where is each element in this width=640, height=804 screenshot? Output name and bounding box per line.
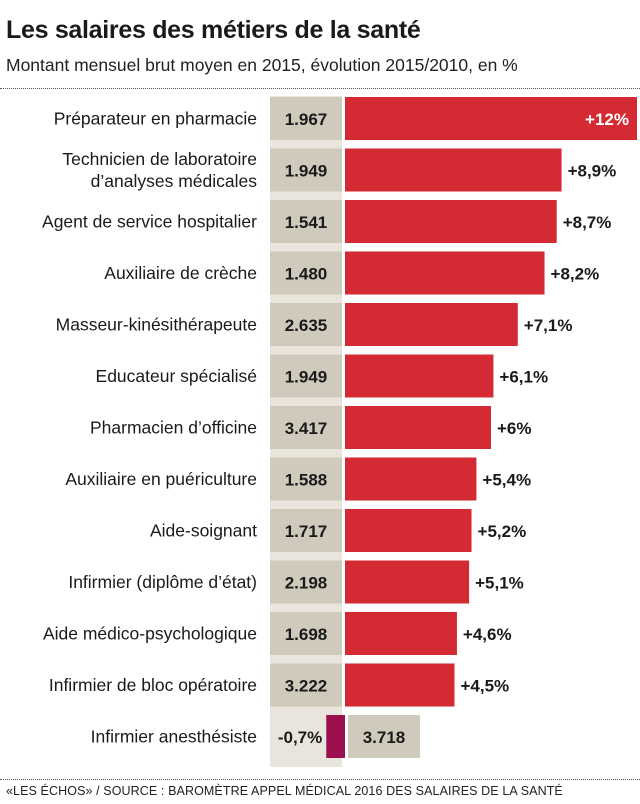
value-label: +4,6% [463, 625, 512, 644]
evolution-bar [345, 97, 637, 140]
category-label: Technicien de laboratoire d’analyses médi… [62, 149, 257, 191]
evolution-bar [345, 200, 557, 243]
salary-box [270, 354, 342, 398]
value-label: +7,1% [524, 316, 573, 335]
value-label: +12% [585, 110, 629, 129]
source-note: «LES ÉCHOS» / SOURCE : BAROMÈTRE APPEL M… [6, 784, 563, 798]
value-label: -0,7% [278, 728, 322, 747]
salary-label: 1.967 [285, 110, 328, 129]
chart-title: Les salaires des métiers de la santé [6, 16, 421, 44]
evolution-bar [345, 560, 470, 604]
salary-label: 2.198 [285, 574, 328, 593]
footer-divider [0, 779, 640, 780]
category-label: Educateur spécialisé [96, 366, 257, 386]
value-label: +5,1% [475, 574, 524, 593]
evolution-bar [345, 612, 457, 655]
salary-box [270, 560, 342, 604]
value-label: +5,4% [482, 471, 531, 490]
category-label: Auxiliaire de crèche [104, 263, 257, 283]
salary-label: 3.718 [363, 728, 406, 747]
salary-label: 1.698 [285, 625, 328, 644]
salary-label: 3.417 [285, 419, 328, 438]
category-label: Infirmier (diplôme d’état) [68, 572, 257, 592]
salary-bar-chart: Préparateur en pharmacie 1.967 +12% Technic… [42, 97, 637, 758]
category-label: Préparateur en pharmacie [54, 109, 257, 129]
salary-label: 2.635 [285, 316, 328, 335]
value-label: +8,2% [551, 265, 600, 284]
evolution-bar [345, 457, 477, 501]
category-label: Agent de service hospitalier [42, 212, 257, 232]
salary-box [348, 715, 420, 758]
salary-label: 1.541 [285, 213, 328, 232]
evolution-bar [345, 509, 472, 552]
evolution-bar [345, 148, 562, 192]
salary-label: 1.949 [285, 162, 328, 181]
evolution-bar [345, 251, 545, 295]
header-divider [0, 88, 640, 89]
value-label: +8,9% [568, 162, 617, 181]
evolution-bar [345, 354, 494, 398]
chart-subtitle: Montant mensuel brut moyen en 2015, évol… [6, 55, 518, 75]
value-label: +6,1% [499, 368, 548, 387]
category-label: Pharmacien d’officine [90, 418, 257, 438]
salary-box [270, 612, 342, 655]
value-label: +8,7% [563, 213, 612, 232]
salary-label: 3.222 [285, 677, 328, 696]
evolution-bar [345, 406, 491, 449]
category-label: Auxiliaire en puériculture [65, 469, 257, 489]
category-label: Infirmier anesthésiste [91, 727, 257, 747]
salary-box [270, 200, 342, 243]
value-label: +6% [497, 419, 532, 438]
category-label: Aide-soignant [150, 521, 257, 541]
salary-box [270, 148, 342, 192]
value-label: +4,5% [461, 677, 510, 696]
category-label: Masseur-kinésithérapeute [56, 315, 257, 335]
salary-box [270, 663, 342, 707]
salary-label: 1.949 [285, 368, 328, 387]
salary-box [270, 97, 342, 140]
category-label: Aide médico-psychologique [43, 624, 257, 644]
salary-label: 1.588 [285, 471, 328, 490]
category-label: Infirmier de bloc opératoire [49, 675, 257, 695]
salary-box [270, 457, 342, 501]
salary-box [270, 251, 342, 295]
salary-label: 1.480 [285, 265, 328, 284]
evolution-bar [345, 303, 518, 346]
salary-box [270, 406, 342, 449]
evolution-bar [345, 663, 455, 707]
salary-box [270, 509, 342, 552]
evolution-bar [326, 715, 345, 758]
value-label: +5,2% [478, 522, 527, 541]
salary-box [270, 303, 342, 346]
salary-label: 1.717 [285, 522, 328, 541]
